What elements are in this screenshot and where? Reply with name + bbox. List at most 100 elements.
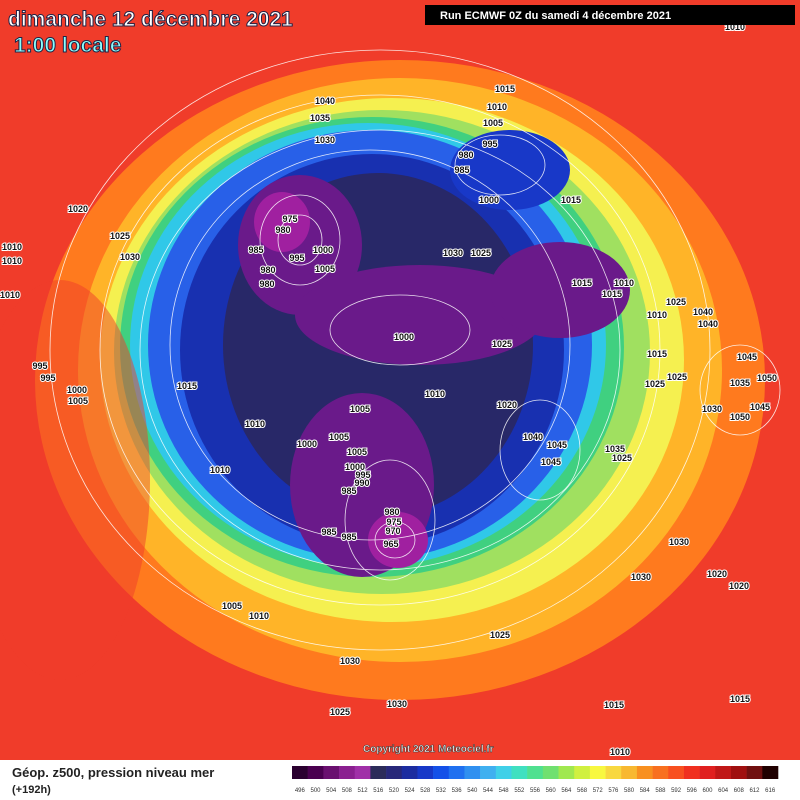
run-label: Run ECMWF 0Z du samedi 4 décembre 2021 <box>440 10 671 22</box>
isobar-label: 1050 <box>757 373 777 383</box>
isobar-label: 985 <box>321 527 336 537</box>
colorbar-swatch <box>464 766 481 779</box>
colorbar-swatch <box>558 766 575 779</box>
colorbar-swatch <box>527 766 544 779</box>
colorbar-label: 524 <box>405 788 416 794</box>
isobar-label: 1005 <box>350 404 370 414</box>
isobar-label: 1045 <box>750 402 770 412</box>
colorbar-label: 616 <box>765 788 776 794</box>
isobar-label: 980 <box>458 150 473 160</box>
isobar-label: 1035 <box>310 113 330 123</box>
isobar-label: 1030 <box>387 699 407 709</box>
colorbar-label: 604 <box>718 788 729 794</box>
isobar-label: 1025 <box>471 248 491 258</box>
colorbar-label: 548 <box>499 788 510 794</box>
colorbar-label: 556 <box>530 788 541 794</box>
colorbar-label: 564 <box>561 788 572 794</box>
date-title: dimanche 12 décembre 2021 <box>8 8 293 31</box>
footer-lead: (+192h) <box>12 784 51 796</box>
isobar-label: 1030 <box>340 656 360 666</box>
isobar-label: 995 <box>40 373 55 383</box>
isobar-label: 1015 <box>495 84 515 94</box>
isobar-label: 1000 <box>313 245 333 255</box>
isobar-label: 1040 <box>698 319 718 329</box>
copyright: Copyright 2021 Meteociel.fr <box>363 744 494 755</box>
isobar-label: 1015 <box>561 195 581 205</box>
isobar-label: 995 <box>482 139 497 149</box>
isobar-label: 980 <box>259 279 274 289</box>
map-field <box>0 0 800 760</box>
colorbar-label: 552 <box>514 788 525 794</box>
isobar-label: 1020 <box>68 204 88 214</box>
colorbar-swatch <box>511 766 528 779</box>
colorbar-swatch <box>323 766 340 779</box>
colorbar-label: 600 <box>702 788 713 794</box>
isobar-label: 1015 <box>177 381 197 391</box>
isobar-label: 1010 <box>2 256 22 266</box>
isobar-label: 1015 <box>647 349 667 359</box>
isobar-label: 1030 <box>631 572 651 582</box>
colorbar-label: 508 <box>342 788 353 794</box>
isobar-label: 1005 <box>315 264 335 274</box>
colorbar-label: 532 <box>436 788 447 794</box>
colorbar-label: 568 <box>577 788 588 794</box>
isobar-label: 1010 <box>487 102 507 112</box>
isobar-label: 1010 <box>0 290 20 300</box>
colorbar-swatch <box>401 766 418 779</box>
colorbar-label: 500 <box>311 788 322 794</box>
isobar-label: 1010 <box>2 242 22 252</box>
colorbar-swatch <box>354 766 371 779</box>
isobar-label: 1010 <box>647 310 667 320</box>
colorbar-label: 584 <box>640 788 651 794</box>
isobar-label: 990 <box>354 478 369 488</box>
isobar-label: 1015 <box>730 694 750 704</box>
isobar-label: 1050 <box>730 412 750 422</box>
colorbar-label: 520 <box>389 788 400 794</box>
isobar-label: 1010 <box>249 611 269 621</box>
isobar-label: 1025 <box>612 453 632 463</box>
footer-caption: Géop. z500, pression niveau mer <box>12 765 214 780</box>
colorbar-swatch <box>715 766 732 779</box>
isobar-label: 1015 <box>602 289 622 299</box>
isobar-label: 1040 <box>523 432 543 442</box>
colorbar-label: 576 <box>608 788 619 794</box>
isobar-label: 1010 <box>245 419 265 429</box>
colorbar-swatch <box>417 766 434 779</box>
isobar-label: 985 <box>454 165 469 175</box>
colorbar-swatch <box>574 766 591 779</box>
isobar-label: 1010 <box>425 389 445 399</box>
colorbar-label: 504 <box>326 788 337 794</box>
isobar-label: 1045 <box>737 352 757 362</box>
isobar-label: 1005 <box>329 432 349 442</box>
isobar-label: 980 <box>275 225 290 235</box>
isobar-label: 970 <box>385 526 400 536</box>
isobar-label: 975 <box>282 214 297 224</box>
colorbar-label: 580 <box>624 788 635 794</box>
isobar-label: 1030 <box>315 135 335 145</box>
isobar-label: 980 <box>384 507 399 517</box>
colorbar-swatch <box>292 766 308 779</box>
isobar-label: 1000 <box>297 439 317 449</box>
isobar-label: 1025 <box>667 372 687 382</box>
isobar-label: 1025 <box>645 379 665 389</box>
colorbar-label: 512 <box>358 788 369 794</box>
isobar-label: 1020 <box>497 400 517 410</box>
colorbar-label: 536 <box>452 788 463 794</box>
colorbar-swatch <box>652 766 669 779</box>
isobar-label: 995 <box>289 253 304 263</box>
isobar-label: 985 <box>341 486 356 496</box>
colorbar-swatch <box>668 766 685 779</box>
colorbar-label: 592 <box>671 788 682 794</box>
isobar-label: 1010 <box>614 278 634 288</box>
colorbar-swatch <box>370 766 387 779</box>
isobar-label: 1000 <box>67 385 87 395</box>
isobar-label: 1000 <box>479 195 499 205</box>
run-box <box>425 5 795 25</box>
colorbar-swatch <box>762 766 779 779</box>
isobar-label: 1030 <box>702 404 722 414</box>
colorbar-swatch <box>683 766 700 779</box>
colorbar-label: 608 <box>734 788 745 794</box>
isobar-label: 1005 <box>222 601 242 611</box>
isobar-label: 1035 <box>605 444 625 454</box>
